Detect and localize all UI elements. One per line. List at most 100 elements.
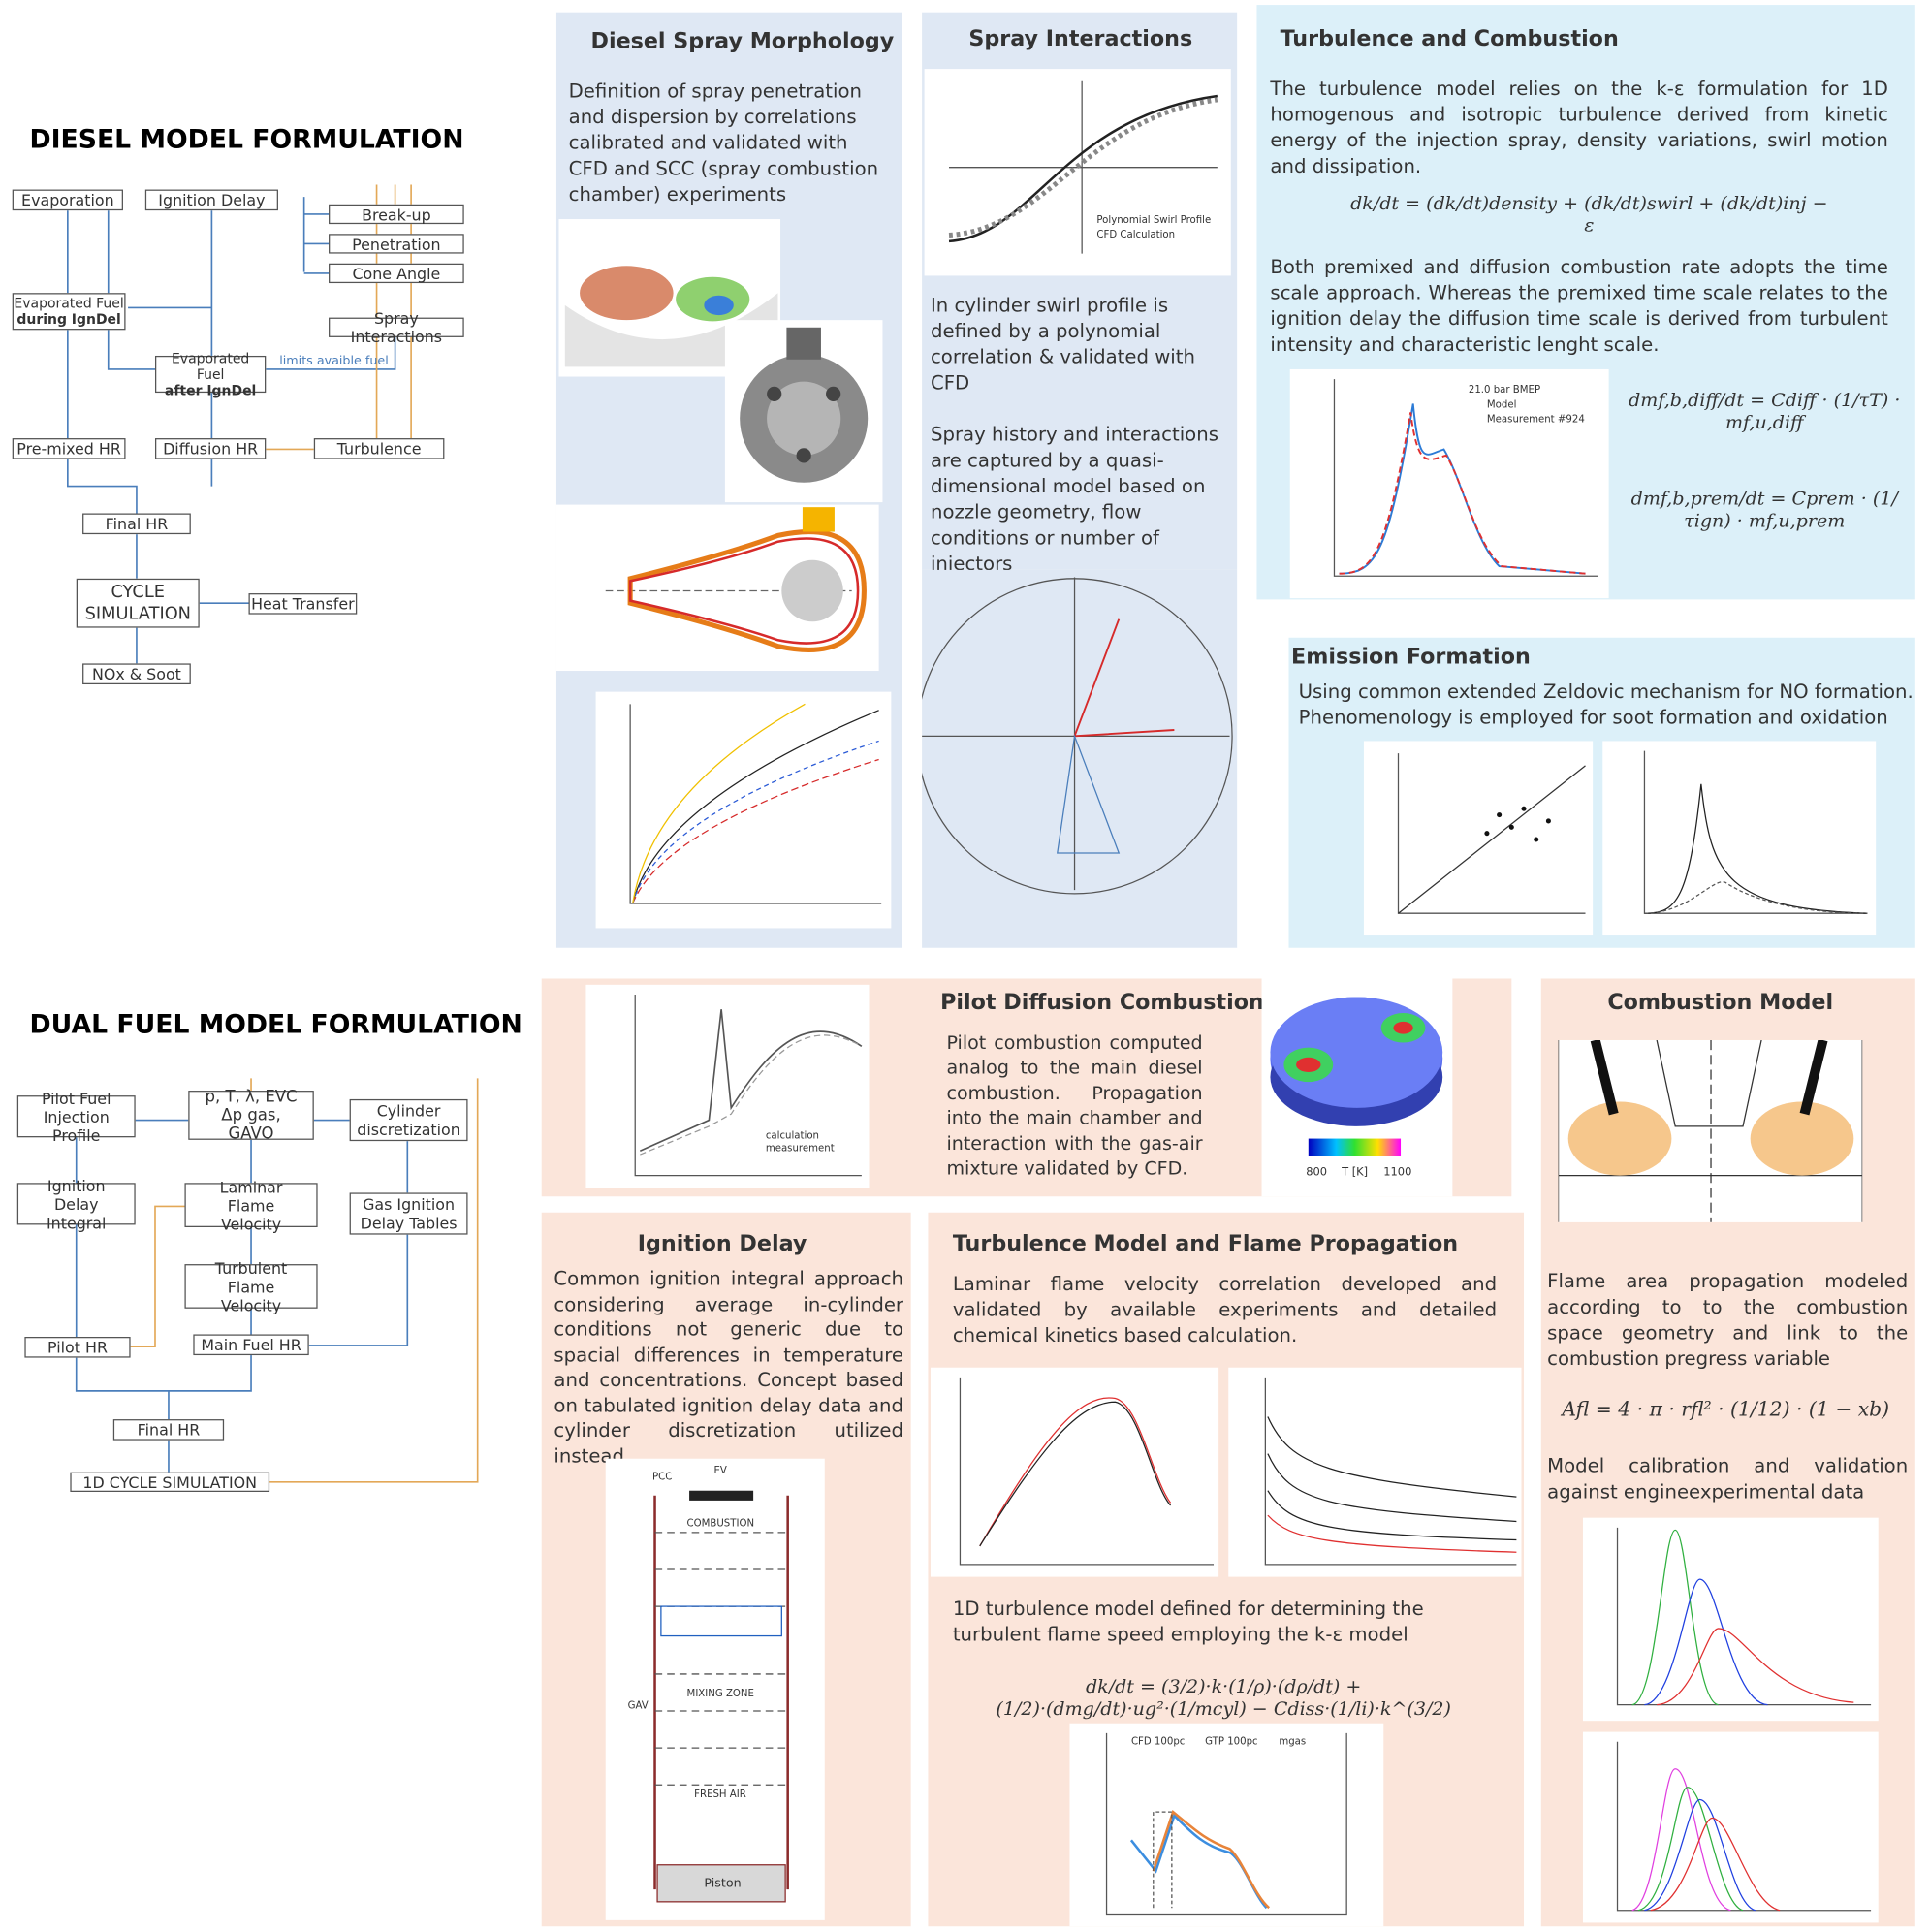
poster: DIESEL MODEL FORMULATION Evaporation Ign… bbox=[0, 0, 1930, 1931]
figure-art bbox=[1069, 1724, 1383, 1927]
spray-schematic bbox=[556, 505, 879, 671]
panel-title: Ignition Delay bbox=[638, 1232, 807, 1256]
flow-node: Ignition Delay Integral bbox=[17, 1183, 136, 1224]
scale-label: 1100 bbox=[1383, 1167, 1411, 1180]
figure-label: FRESH AIR bbox=[694, 1789, 746, 1799]
flow-node: 1D CYCLE SIMULATION bbox=[70, 1473, 269, 1492]
panel: Spray Interactions Polynomial Swirl Prof… bbox=[922, 13, 1237, 570]
panel-text: Pilot combustion computed analog to the … bbox=[946, 1030, 1202, 1181]
scale-label: 800 bbox=[1306, 1167, 1327, 1180]
figure-art bbox=[1602, 741, 1876, 935]
flame-schematic bbox=[1559, 1040, 1863, 1222]
flow-node: Gas Ignition Delay Tables bbox=[350, 1192, 468, 1234]
panel: Turbulence Model and Flame Propagation L… bbox=[928, 1213, 1524, 1926]
figure-label: EV bbox=[713, 1465, 726, 1475]
panel-title: Turbulence Model and Flame Propagation bbox=[953, 1232, 1458, 1256]
swirl-chart: Polynomial Swirl Profile CFD Calculation bbox=[925, 69, 1231, 275]
equation: dk/dt = (dk/dt)density + (dk/dt)swirl + … bbox=[1343, 192, 1835, 237]
validation-chart bbox=[1583, 1732, 1879, 1923]
figure-art bbox=[1583, 1732, 1879, 1923]
penetration-chart bbox=[596, 692, 892, 929]
equation: dk/dt = (3/2)·k·(1/ρ)·(dρ/dt) + (1/2)·(d… bbox=[965, 1675, 1482, 1720]
panel-text: Definition of spray penetration and disp… bbox=[569, 79, 892, 207]
legend-entry: GTP 100pc bbox=[1205, 1735, 1258, 1746]
panel: Ignition Delay Common ignition integral … bbox=[542, 1213, 911, 1926]
figure-art bbox=[556, 505, 879, 671]
panel-title: Pilot Diffusion Combustion bbox=[940, 991, 1264, 1015]
laminar-chart bbox=[931, 1368, 1218, 1577]
figure-label: Piston bbox=[704, 1877, 741, 1890]
nox-chart bbox=[1364, 741, 1593, 935]
figure-art bbox=[1290, 369, 1609, 598]
rohr-chart: 21.0 bar BMEP Model Measurement #924 bbox=[1290, 369, 1609, 598]
flow-node: Cylinder discretization bbox=[350, 1099, 468, 1141]
figure-label: MIXING ZONE bbox=[687, 1688, 754, 1698]
panel: Diesel Spray Morphology Definition of sp… bbox=[556, 13, 902, 948]
panel-text: The turbulence model relies on the k-ε f… bbox=[1270, 77, 1887, 180]
cylinder-schematic: COMBUSTION MIXING ZONE FRESH AIR Piston … bbox=[606, 1459, 825, 1920]
panel-title: Turbulence and Combustion bbox=[1281, 27, 1619, 51]
flow-node: Turbulent Flame Velocity bbox=[184, 1264, 317, 1309]
panel-text: 1D turbulence model defined for determin… bbox=[953, 1597, 1506, 1648]
flow-node: Main Fuel HR bbox=[193, 1334, 308, 1355]
panel: Emission Formation Using common extended… bbox=[1288, 638, 1914, 948]
flow-node: Final HR bbox=[113, 1419, 224, 1441]
soot-chart bbox=[1602, 741, 1876, 935]
validation-chart bbox=[1583, 1518, 1879, 1722]
figure-label: COMBUSTION bbox=[687, 1518, 755, 1529]
legend-entry: calculation bbox=[766, 1130, 819, 1141]
legend-entry: measurement bbox=[766, 1142, 835, 1153]
legend-entry: CFD Calculation bbox=[1096, 229, 1175, 239]
figure-art bbox=[925, 69, 1231, 275]
spray-geometry bbox=[922, 570, 1237, 948]
flow-node: Laminar Flame Velocity bbox=[184, 1183, 317, 1227]
figure-art bbox=[585, 985, 869, 1188]
figure-label: GAV bbox=[628, 1700, 649, 1711]
flow-node: Pilot HR bbox=[24, 1337, 130, 1358]
figure-art bbox=[725, 320, 883, 502]
figure-art bbox=[1559, 1040, 1863, 1222]
figure-art bbox=[931, 1368, 1218, 1577]
panel-text: Model calibration and validation against… bbox=[1547, 1454, 1908, 1505]
flow-node: p, T, λ, EVC Δp gas, GAVO bbox=[188, 1091, 314, 1140]
panel-text: Common ignition integral approach consid… bbox=[554, 1267, 903, 1469]
legend-entry: mgas bbox=[1279, 1735, 1306, 1746]
panel-text: Using common extended Zeldovic mechanism… bbox=[1299, 680, 1914, 706]
figure-art bbox=[596, 692, 892, 929]
panel: Combustion Model Flame area propagation … bbox=[1541, 978, 1915, 1926]
panel-text: Spray history and interactions are captu… bbox=[931, 423, 1233, 578]
panel-text: Laminar flame velocity correlation devel… bbox=[953, 1272, 1497, 1349]
figure-label: PCC bbox=[652, 1471, 672, 1481]
equation: Afl = 4 · π · rfl² · (1/12) · (1 − xb) bbox=[1553, 1397, 1898, 1420]
figure-art bbox=[1228, 1368, 1521, 1577]
k-chart: CFD 100pc GTP 100pc mgas bbox=[1069, 1724, 1383, 1927]
page: DIESEL MODEL FORMULATION Evaporation Ign… bbox=[0, 0, 1930, 1932]
legend-entry: Model bbox=[1487, 398, 1517, 409]
panel-text: Both premixed and diffusion combustion r… bbox=[1270, 255, 1887, 359]
panel-title: Combustion Model bbox=[1607, 991, 1833, 1015]
figure-art bbox=[1262, 978, 1453, 1196]
figure-art bbox=[1583, 1518, 1879, 1722]
panel-title: Emission Formation bbox=[1291, 645, 1531, 669]
pressure-chart: calculation measurement bbox=[585, 985, 869, 1188]
legend-entry: 21.0 bar BMEP bbox=[1469, 384, 1540, 395]
panel: calculation measurement Pilot Diffusion … bbox=[542, 978, 1512, 1196]
panel-text: Phenomenology is employed for soot forma… bbox=[1299, 706, 1914, 732]
scale-label: T [K] bbox=[1342, 1167, 1368, 1180]
panel-text: Flame area propagation modeled according… bbox=[1547, 1269, 1908, 1373]
panel-title: Spray Interactions bbox=[968, 27, 1192, 51]
legend-entry: CFD 100pc bbox=[1131, 1735, 1185, 1746]
legend-entry: Polynomial Swirl Profile bbox=[1096, 214, 1211, 225]
chamber-photo bbox=[725, 320, 883, 502]
panel-title: Diesel Spray Morphology bbox=[591, 29, 895, 53]
equation: dmf,b,prem/dt = Cprem · (1/τign) · mf,u,… bbox=[1614, 488, 1915, 532]
equation: dmf,b,diff/dt = Cdiff · (1/τT) · mf,u,di… bbox=[1614, 389, 1915, 433]
flow-node: Pilot Fuel Injection Profile bbox=[17, 1095, 136, 1137]
panel: Turbulence and Combustion The turbulence… bbox=[1256, 5, 1914, 599]
speed-chart bbox=[1228, 1368, 1521, 1577]
legend-entry: Measurement #924 bbox=[1487, 414, 1585, 425]
panel bbox=[922, 570, 1237, 948]
cfd-temperature: 800 T [K] 1100 bbox=[1262, 978, 1453, 1196]
figure-art bbox=[1364, 741, 1593, 935]
panel-text: In cylinder swirl profile is defined by … bbox=[931, 293, 1233, 396]
